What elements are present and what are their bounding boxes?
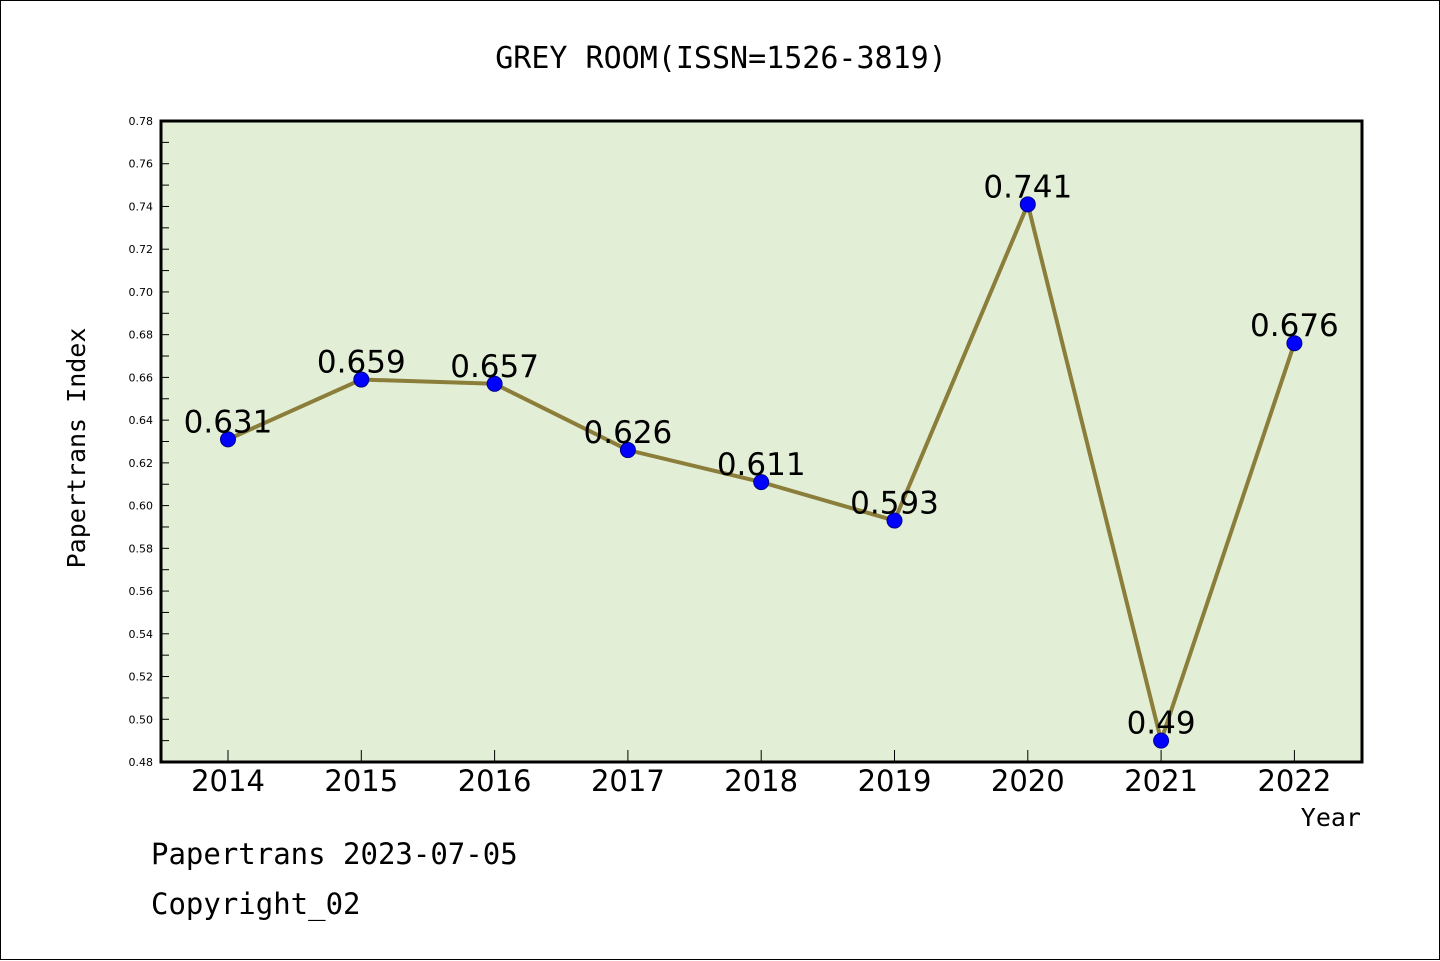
y-tick-label: 0.50 <box>129 713 154 726</box>
footer-copyright: Copyright_02 <box>151 887 361 921</box>
y-tick-label: 0.62 <box>129 457 154 470</box>
data-label: 0.741 <box>983 169 1072 205</box>
data-label: 0.631 <box>184 404 273 440</box>
y-tick-label: 0.64 <box>129 414 154 427</box>
data-point <box>886 512 903 529</box>
x-tick-label: 2018 <box>724 764 798 798</box>
x-tick-label: 2015 <box>324 764 398 798</box>
x-tick-label: 2016 <box>458 764 532 798</box>
x-axis: 2014 2015 2016 2017 2018 2019 2020 2021 2022 <box>191 750 1331 798</box>
data-point <box>1019 196 1036 213</box>
y-tick-label: 0.58 <box>129 542 154 555</box>
x-axis-label: Year <box>1301 803 1361 832</box>
data-label: 0.659 <box>317 345 406 381</box>
chart-title: GREY ROOM(ISSN=1526-3819) <box>495 41 947 76</box>
y-tick-label: 0.68 <box>129 329 154 342</box>
y-tick-label: 0.54 <box>129 628 154 641</box>
data-point <box>1153 732 1170 749</box>
data-label: 0.676 <box>1250 308 1339 344</box>
y-tick-label: 0.76 <box>129 158 154 171</box>
data-label: 0.657 <box>450 349 539 385</box>
y-axis-label: Papertrans Index <box>62 328 91 569</box>
x-tick-label: 2014 <box>191 764 265 798</box>
x-tick-label: 2021 <box>1124 764 1198 798</box>
y-tick-label: 0.78 <box>129 115 154 128</box>
data-point <box>353 371 370 388</box>
data-label: 0.626 <box>584 415 673 451</box>
y-tick-label: 0.52 <box>129 671 154 684</box>
y-axis: 0.48 0.50 0.52 0.54 0.56 0.58 0.60 0.62 0.64 0.66… <box>129 115 169 769</box>
data-point <box>619 442 636 459</box>
y-tick-label: 0.72 <box>129 243 154 256</box>
footer-date: Papertrans 2023-07-05 <box>151 837 518 871</box>
y-tick-label: 0.66 <box>129 371 154 384</box>
data-point <box>220 431 236 448</box>
x-tick-label: 2019 <box>858 764 932 798</box>
x-tick-label: 2020 <box>991 764 1065 798</box>
x-tick-label: 2022 <box>1257 764 1331 798</box>
data-point <box>1286 335 1303 352</box>
data-point <box>753 474 770 491</box>
y-tick-label: 0.60 <box>129 500 154 513</box>
plot-area <box>159 119 1364 764</box>
y-tick-label: 0.70 <box>129 286 154 299</box>
data-label: 0.49 <box>1127 706 1196 742</box>
y-tick-label: 0.48 <box>129 756 154 769</box>
data-label: 0.611 <box>717 447 806 483</box>
data-labels: 0.631 0.659 0.657 0.626 0.611 0.593 0.741 0.49 0… <box>184 169 1339 741</box>
y-tick-label: 0.56 <box>129 585 154 598</box>
data-label: 0.593 <box>850 486 939 522</box>
data-points <box>220 196 1303 749</box>
x-tick-label: 2017 <box>591 764 665 798</box>
y-tick-label: 0.74 <box>129 200 154 213</box>
data-point <box>486 375 503 392</box>
